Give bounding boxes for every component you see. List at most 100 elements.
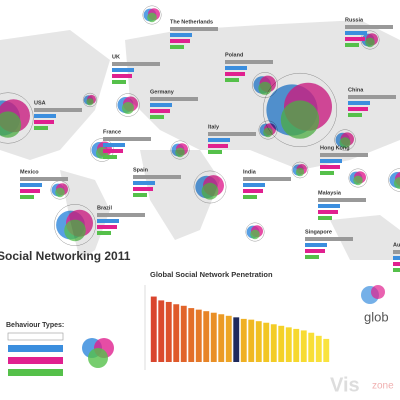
- venn: [245, 222, 265, 242]
- country-bar: [34, 120, 54, 124]
- bar: [315, 335, 322, 362]
- bar: [278, 325, 285, 362]
- venn-circle: [170, 140, 190, 160]
- country-bar: [150, 97, 198, 101]
- country-bar: [320, 165, 340, 169]
- legend-item: [8, 357, 63, 364]
- country-bar: [305, 255, 319, 259]
- venn-circle: [252, 72, 278, 98]
- bar: [263, 322, 270, 362]
- venn-circle: [193, 170, 227, 204]
- country-bar: [348, 113, 362, 117]
- country-bar: [348, 101, 370, 105]
- country-bar: [243, 195, 257, 199]
- venn-circle: [201, 182, 219, 200]
- bar: [308, 332, 315, 362]
- venn-circle: [334, 129, 356, 151]
- watermark: zone: [372, 381, 394, 392]
- country-label: Brazil: [97, 205, 112, 211]
- venn-circle: [245, 222, 265, 242]
- bar: [195, 309, 202, 362]
- legend-item: [8, 345, 63, 352]
- country-bar: [112, 80, 126, 84]
- country-bar: [243, 177, 291, 181]
- country-bar: [225, 60, 273, 64]
- bar: [218, 314, 225, 362]
- country-bar: [345, 37, 365, 41]
- country-bar: [225, 66, 247, 70]
- bar: [165, 301, 172, 362]
- country-bar: [320, 159, 342, 163]
- venn-circle: [0, 111, 22, 138]
- country-bar: [133, 187, 153, 191]
- chart-title: Global Social Network Penetration: [150, 270, 273, 279]
- bar: [300, 330, 307, 362]
- country-bar: [345, 25, 393, 29]
- legend-item: [7, 332, 64, 341]
- country-bar: [345, 43, 359, 47]
- country-bar: [243, 189, 263, 193]
- country-bar: [133, 193, 147, 197]
- country-bar: [103, 143, 125, 147]
- country-bar: [112, 74, 132, 78]
- venn-circle: [147, 12, 157, 23]
- venn-circle: [54, 204, 96, 246]
- country-bar: [20, 183, 42, 187]
- country-label: Italy: [208, 124, 220, 130]
- country-bar: [133, 181, 155, 185]
- country-bar: [345, 31, 367, 35]
- bar: [270, 324, 277, 362]
- country-bar: [150, 103, 172, 107]
- bar: [233, 317, 240, 362]
- venn-circle: [295, 167, 305, 177]
- logo-text: glob: [364, 309, 389, 324]
- legend-venn: [82, 338, 114, 368]
- bar: [158, 300, 165, 362]
- page-title: Social Networking 2011: [0, 249, 131, 263]
- bar: [240, 318, 247, 362]
- venn: [252, 72, 278, 98]
- country-bar: [393, 262, 400, 266]
- country-label: France: [103, 129, 121, 135]
- country-label: Singapore: [305, 229, 332, 235]
- venn-circle: [388, 168, 400, 192]
- legend-item: [8, 369, 63, 376]
- bar: [323, 338, 330, 362]
- venn-circle: [263, 127, 273, 138]
- country-bar: [318, 210, 338, 214]
- venn-layer: [0, 5, 400, 246]
- country-label: Mexico: [20, 169, 39, 175]
- country-bar: [97, 231, 111, 235]
- country-bar: [20, 189, 40, 193]
- country-bar: [305, 249, 325, 253]
- venn-circle: [86, 98, 94, 106]
- venn-circle: [291, 161, 309, 179]
- country-bar: [133, 175, 181, 179]
- country-label: USA: [34, 100, 46, 106]
- country-bar: [348, 107, 368, 111]
- country-bar: [34, 126, 48, 130]
- watermark: Vis: [330, 374, 360, 396]
- country-bar: [150, 115, 164, 119]
- venn: [291, 161, 309, 179]
- venn: [193, 170, 227, 204]
- venn-circle: [64, 219, 86, 242]
- venn-circle: [394, 177, 400, 189]
- logo: glob: [361, 285, 389, 324]
- venn-circle: [0, 92, 34, 144]
- country-bar: [34, 114, 56, 118]
- bar: [293, 328, 300, 362]
- country-bar: [170, 33, 192, 37]
- country-label: China: [348, 87, 364, 93]
- country-bar: [20, 177, 68, 181]
- country-label: Au: [393, 242, 400, 248]
- country-bar: [112, 68, 134, 72]
- bar-layer: [150, 296, 330, 362]
- country-label: Poland: [225, 52, 243, 58]
- venn-circle: [258, 81, 272, 95]
- country-label: Hong Kong: [320, 145, 350, 151]
- bar: [248, 319, 255, 362]
- country-bar: [243, 183, 265, 187]
- venn-circle: [339, 137, 351, 149]
- country-label: The Netherlands: [170, 19, 213, 25]
